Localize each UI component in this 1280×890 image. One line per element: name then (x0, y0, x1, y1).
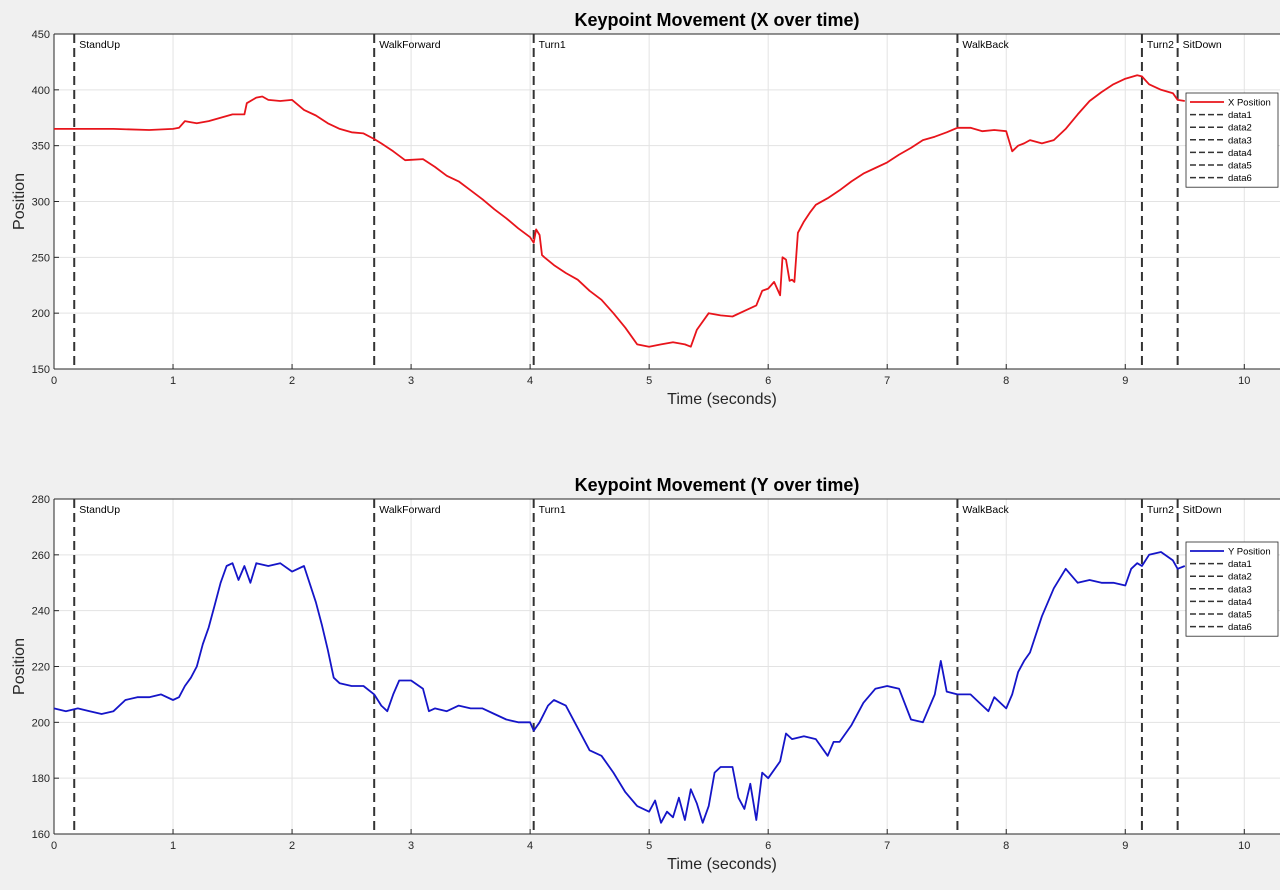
chart1-x-tick-label: 2 (289, 375, 295, 387)
chart2-y-tick-label: 260 (32, 550, 50, 562)
chart1-y-axis-label: Position (11, 173, 28, 230)
chart2-legend-entry: data3 (1228, 584, 1252, 595)
chart2-event-label: WalkForward (379, 504, 441, 516)
chart1-event-label: WalkBack (962, 39, 1009, 51)
chart2-x-axis-label: Time (seconds) (667, 856, 777, 873)
chart1-legend-entry: data6 (1228, 173, 1252, 184)
chart2-x-tick-label: 0 (51, 840, 57, 852)
chart1-title: Keypoint Movement (X over time) (574, 10, 859, 30)
chart1-legend-entry: data3 (1228, 135, 1252, 146)
chart2-y-tick-label: 180 (32, 773, 50, 785)
chart1-legend-entry: data4 (1228, 148, 1252, 159)
chart2-event-label: Turn1 (539, 504, 566, 516)
chart2-title: Keypoint Movement (Y over time) (575, 475, 860, 495)
chart1-x-tick-label: 7 (884, 375, 890, 387)
chart2-event-label: SitDown (1183, 504, 1222, 516)
chart1-legend-entry: X Position (1228, 98, 1271, 109)
chart1-event-label: WalkForward (379, 39, 441, 51)
chart2-y-tick-label: 220 (32, 662, 50, 674)
chart1-x-tick-label: 6 (765, 375, 771, 387)
chart2-event-label: Turn2 (1147, 504, 1174, 516)
chart1-x-tick-label: 8 (1003, 375, 1009, 387)
chart1-x-tick-label: 4 (527, 375, 533, 387)
x-position-chart: 0 1 2 3 4 5 6 7 8 9 10 150 200 250 300 350 400 450 StandUp… (11, 10, 1280, 408)
chart1-legend-entry: data5 (1228, 161, 1252, 172)
chart1-x-tick-label: 0 (51, 375, 57, 387)
chart1-y-tick-label: 200 (32, 308, 50, 320)
chart2-series-line (53, 551, 1186, 824)
chart2-y-tick-label: 200 (32, 717, 50, 729)
chart2-event-label: StandUp (79, 504, 120, 516)
chart1-x-tick-label: 3 (408, 375, 414, 387)
chart2-x-tick-label: 4 (527, 840, 533, 852)
chart1-event-label: Turn1 (539, 39, 566, 51)
chart1-event-label: Turn2 (1147, 39, 1174, 51)
chart2-legend-entry: Y Position (1228, 547, 1271, 558)
chart1-series-line (54, 74, 1185, 348)
chart2-legend-entry: data1 (1228, 559, 1252, 570)
chart2-legend-entry: data2 (1228, 572, 1252, 583)
chart2-x-tick-label: 7 (884, 840, 890, 852)
chart1-legend-entry: data1 (1228, 110, 1252, 121)
chart1-y-tick-label: 300 (32, 197, 50, 209)
chart2-x-tick-label: 1 (170, 840, 176, 852)
chart2-y-tick-label: 160 (32, 829, 50, 841)
chart2-x-tick-label: 3 (408, 840, 414, 852)
chart2-legend-entry: data6 (1228, 622, 1252, 633)
chart1-legend-entry: data2 (1228, 123, 1252, 134)
chart1-event-label: SitDown (1183, 39, 1222, 51)
chart1-y-tick-label: 250 (32, 252, 50, 264)
chart2-event-label: WalkBack (962, 504, 1009, 516)
chart2-x-tick-label: 5 (646, 840, 652, 852)
chart1-x-tick-label: 10 (1238, 375, 1250, 387)
chart1-x-tick-label: 5 (646, 375, 652, 387)
chart2-x-tick-label: 9 (1122, 840, 1128, 852)
chart2-x-tick-label: 6 (765, 840, 771, 852)
chart2-x-tick-label: 8 (1003, 840, 1009, 852)
chart2-legend-entry: data5 (1228, 610, 1252, 621)
chart1-event-label: StandUp (79, 39, 120, 51)
chart2-x-tick-label: 2 (289, 840, 295, 852)
chart1-y-tick-label: 350 (32, 141, 50, 153)
chart2-y-tick-label: 280 (32, 494, 50, 506)
chart1-x-axis-label: Time (seconds) (667, 391, 777, 408)
chart1-x-tick-label: 1 (170, 375, 176, 387)
chart1-y-tick-label: 400 (32, 85, 50, 97)
chart1-y-tick-label: 450 (32, 29, 50, 41)
chart1-x-tick-label: 9 (1122, 375, 1128, 387)
chart2-x-tick-label: 10 (1238, 840, 1250, 852)
y-position-chart: 0 1 2 3 4 5 6 7 8 9 10 160 180 200 220 240 260 280 StandUp… (11, 475, 1280, 873)
chart2-legend-entry: data4 (1228, 597, 1252, 608)
chart2-y-tick-label: 240 (32, 606, 50, 618)
chart2-y-axis-label: Position (11, 638, 28, 695)
chart1-y-tick-label: 150 (32, 364, 50, 376)
